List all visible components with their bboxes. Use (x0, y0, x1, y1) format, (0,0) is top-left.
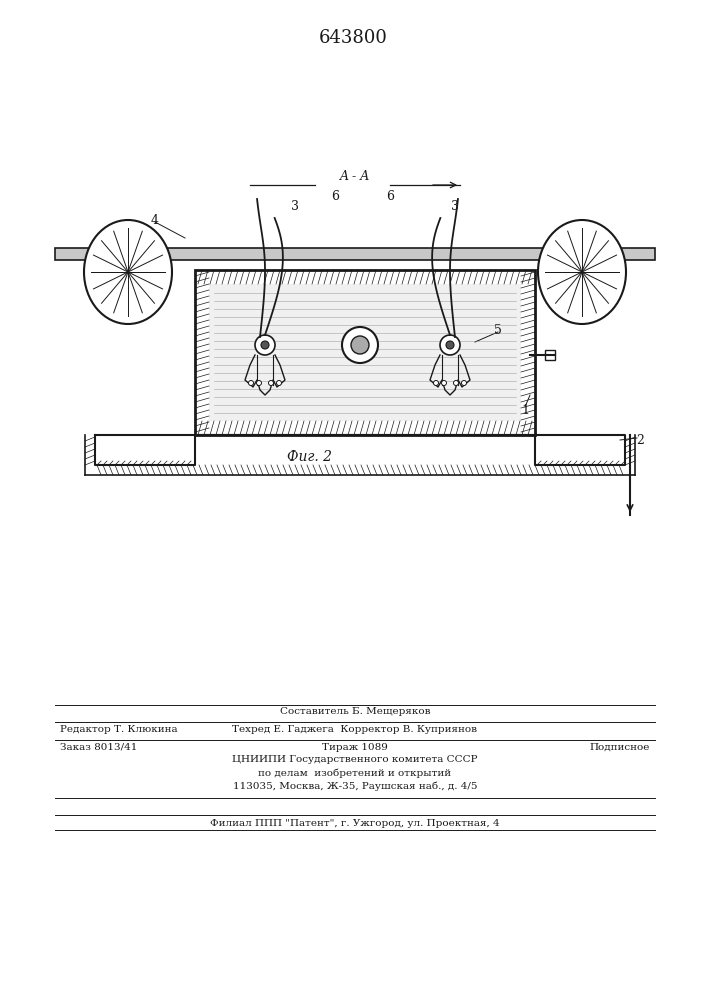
Circle shape (446, 341, 454, 349)
Text: Подписное: Подписное (590, 742, 650, 752)
Circle shape (255, 335, 275, 355)
Circle shape (248, 380, 254, 385)
Text: Редактор Т. Клюкина: Редактор Т. Клюкина (60, 724, 177, 734)
Text: ЦНИИПИ Государственного комитета СССР: ЦНИИПИ Государственного комитета СССР (233, 756, 478, 764)
Text: 6: 6 (386, 190, 394, 202)
Circle shape (257, 380, 262, 385)
Circle shape (276, 380, 281, 385)
Circle shape (261, 341, 269, 349)
Circle shape (462, 380, 467, 385)
Text: Техред Е. Гаджега  Корректор В. Куприянов: Техред Е. Гаджега Корректор В. Куприянов (233, 724, 477, 734)
Text: 4: 4 (151, 214, 159, 227)
Circle shape (440, 335, 460, 355)
Text: по делам  изобретений и открытий: по делам изобретений и открытий (259, 768, 452, 778)
Text: 3: 3 (291, 200, 299, 214)
Text: 1: 1 (521, 403, 529, 416)
Text: Филиал ППП "Патент", г. Ужгород, ул. Проектная, 4: Филиал ППП "Патент", г. Ужгород, ул. Про… (210, 818, 500, 828)
Text: 2: 2 (636, 434, 644, 446)
Text: 643800: 643800 (319, 29, 387, 47)
Text: 3: 3 (451, 200, 459, 214)
Circle shape (433, 380, 438, 385)
Circle shape (269, 380, 274, 385)
Bar (209, 284, 521, 421)
Bar (195, 270, 535, 435)
Text: Заказ 8013/41: Заказ 8013/41 (60, 742, 137, 752)
Text: Составитель Б. Мещеряков: Составитель Б. Мещеряков (280, 708, 431, 716)
Bar (55, 248, 655, 260)
Text: Тираж 1089: Тираж 1089 (322, 742, 388, 752)
Text: 5: 5 (494, 324, 502, 336)
Text: Фиг. 2: Фиг. 2 (288, 450, 332, 464)
Text: A - A: A - A (340, 170, 370, 184)
Text: 6: 6 (331, 190, 339, 202)
Circle shape (441, 380, 447, 385)
Circle shape (342, 327, 378, 363)
Text: 113035, Москва, Ж-35, Раушская наб., д. 4/5: 113035, Москва, Ж-35, Раушская наб., д. … (233, 781, 477, 791)
Ellipse shape (84, 220, 172, 324)
Circle shape (453, 380, 459, 385)
Bar (545, 350, 555, 360)
Ellipse shape (538, 220, 626, 324)
Circle shape (351, 336, 369, 354)
